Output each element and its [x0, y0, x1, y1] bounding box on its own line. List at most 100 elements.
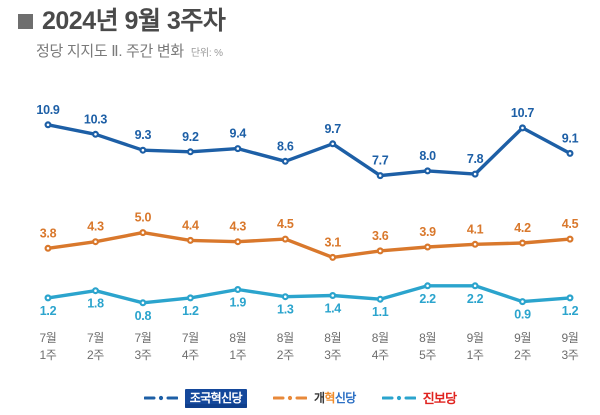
data-point[interactable]: [281, 235, 289, 243]
x-tick-line-1: 3주: [134, 348, 152, 363]
series-line-2: [46, 284, 572, 305]
data-label: 4.1: [467, 222, 484, 236]
x-tick-line-1: 5주: [419, 348, 437, 363]
data-label: 9.2: [182, 130, 199, 144]
data-label: 7.8: [467, 152, 484, 166]
legend-line-icon-1: [272, 395, 307, 401]
x-tick-line-0: 9월: [561, 331, 579, 345]
data-label: 10.9: [36, 103, 59, 117]
x-tick-0: 7월 1주: [25, 330, 71, 365]
legend-item-cho-guk-hyuksin[interactable]: 조국혁신당: [143, 388, 247, 408]
data-label: 0.9: [514, 308, 531, 322]
data-label: 0.8: [135, 309, 152, 323]
data-point[interactable]: [329, 140, 337, 148]
data-point[interactable]: [376, 247, 384, 255]
x-tick-line-1: 2주: [514, 348, 531, 363]
x-tick-line-0: 8월: [419, 331, 437, 345]
data-label: 7.7: [372, 154, 389, 168]
series-line-0: [46, 123, 572, 178]
legend-item-jinbo[interactable]: 진보당: [381, 390, 457, 406]
x-tick-line-0: 7월: [86, 331, 104, 345]
x-tick-line-1: 1주: [229, 348, 247, 363]
data-point[interactable]: [91, 287, 99, 295]
data-point[interactable]: [518, 239, 526, 247]
data-label: 4.5: [277, 217, 294, 231]
legend-line-icon-2: [381, 395, 416, 401]
x-axis-labels: 7월 1주 7월 2주 7월 3주 7월 4주 8월 1주 8월 2주 8월 3주 8월 4주 8월 5주 9월 1주…: [0, 326, 600, 378]
series-line-1: [46, 230, 572, 260]
data-label: 4.3: [87, 220, 104, 234]
data-point[interactable]: [566, 149, 574, 157]
legend-item-gaehyuk-shindang[interactable]: 개혁신당: [272, 392, 356, 404]
data-point[interactable]: [234, 145, 242, 153]
series-2: 1.2 1.8 0.8 1.2 1.9 1.3 1.4 1.1 2.2 2.2 0.9 1.2: [40, 282, 579, 323]
data-point[interactable]: [376, 295, 384, 303]
chart-header: 2024년 9월 3주차 정당 지지도 Ⅱ. 주간 변화 단위: %: [0, 0, 600, 61]
data-point[interactable]: [139, 299, 147, 307]
data-point[interactable]: [566, 235, 574, 243]
data-label: 1.4: [324, 302, 341, 316]
data-point[interactable]: [518, 124, 526, 132]
data-point[interactable]: [44, 244, 52, 252]
x-tick-line-0: 7월: [39, 331, 57, 345]
data-label: 2.2: [467, 292, 484, 306]
data-point[interactable]: [471, 170, 479, 178]
data-point[interactable]: [329, 253, 337, 261]
data-point[interactable]: [566, 294, 574, 302]
data-point[interactable]: [471, 240, 479, 248]
data-point[interactable]: [376, 172, 384, 180]
data-label: 1.2: [562, 304, 579, 318]
x-tick-8: 8월 5주: [405, 330, 451, 365]
data-label: 4.3: [230, 220, 247, 234]
legend-label-1-part-0: 개: [313, 391, 325, 405]
x-tick-11: 9월 3주: [547, 330, 593, 365]
square-bullet-icon: [18, 14, 33, 29]
legend-label-1-part-1: 혁: [324, 391, 335, 405]
data-point[interactable]: [91, 238, 99, 246]
data-point[interactable]: [139, 146, 147, 154]
data-label: 4.2: [514, 221, 531, 235]
data-point[interactable]: [186, 148, 194, 156]
x-tick-7: 8월 4주: [357, 330, 403, 365]
x-tick-line-0: 9월: [514, 331, 531, 345]
data-point[interactable]: [471, 282, 479, 290]
data-point[interactable]: [234, 238, 242, 246]
data-point[interactable]: [139, 229, 147, 237]
series-1: 3.8 4.3 5.0 4.4 4.3 4.5 3.1 3.6 3.9 4.1 4.2 4.5: [40, 211, 579, 261]
legend-label-1-part-2: 신당: [334, 391, 356, 405]
x-tick-line-0: 9월: [466, 331, 484, 345]
data-label: 5.0: [135, 211, 152, 225]
x-tick-line-1: 2주: [276, 348, 294, 363]
data-point[interactable]: [186, 236, 194, 244]
x-tick-line-0: 7월: [181, 331, 199, 345]
data-point[interactable]: [234, 286, 242, 294]
data-label: 8.0: [419, 149, 436, 163]
x-tick-line-1: 3주: [324, 348, 342, 363]
data-point[interactable]: [518, 298, 526, 306]
series-0: 10.9 10.3 9.3 9.2 9.4 8.6 9.7 7.7 8.0 7.8 10.7 9.1: [36, 103, 579, 180]
legend-label-1: 개혁신당: [314, 392, 356, 404]
data-point[interactable]: [281, 293, 289, 301]
data-point[interactable]: [44, 294, 52, 302]
data-point[interactable]: [424, 243, 432, 251]
data-label: 1.2: [40, 304, 57, 318]
data-label: 3.6: [372, 229, 389, 243]
data-label: 9.3: [135, 128, 152, 142]
data-point[interactable]: [424, 167, 432, 175]
chart-subtitle: 정당 지지도 Ⅱ. 주간 변화: [36, 43, 184, 60]
x-tick-4: 8월 1주: [215, 330, 261, 365]
data-label: 1.9: [230, 296, 247, 310]
data-point[interactable]: [329, 292, 337, 300]
data-label: 3.8: [40, 226, 57, 240]
data-point[interactable]: [44, 121, 52, 129]
data-point[interactable]: [186, 294, 194, 302]
x-tick-line-1: 3주: [561, 348, 579, 363]
data-point[interactable]: [281, 157, 289, 165]
legend-label-2: 진보당: [422, 390, 457, 406]
data-point[interactable]: [424, 282, 432, 290]
x-tick-6: 8월 3주: [310, 330, 356, 365]
chart-plot-area: 10.9 10.3 9.3 9.2 9.4 8.6 9.7 7.7 8.0 7.8 10.7 9.1 3…: [36, 103, 579, 323]
data-label: 3.9: [419, 225, 436, 239]
data-point[interactable]: [91, 130, 99, 138]
x-tick-1: 7월 2주: [72, 330, 118, 365]
